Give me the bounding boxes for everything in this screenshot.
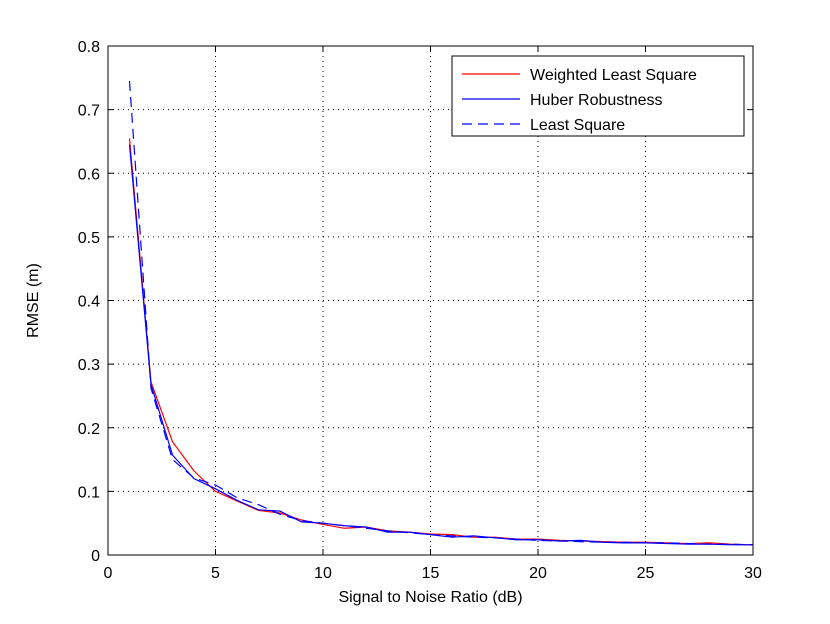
x-tick-label: 5 [211,565,220,582]
legend-label-0: Weighted Least Square [530,67,697,84]
x-tick-label: 10 [314,565,332,582]
x-tick-label: 20 [529,565,547,582]
y-axis-label: RMSE (m) [25,263,42,338]
y-tick-label: 0.8 [78,39,100,56]
y-tick-labels: 0 0.1 0.2 0.3 0.4 0.5 0.6 0.7 0.8 [78,39,100,565]
legend-label-2: Least Square [530,117,625,134]
y-tick-label: 0.5 [78,230,100,247]
x-tick-label: 15 [422,565,440,582]
y-tick-label: 0 [91,548,100,565]
y-tick-label: 0.4 [78,294,100,311]
axis-ticks [107,45,754,556]
x-tick-label: 25 [637,565,655,582]
x-tick-label: 0 [104,565,113,582]
y-tick-label: 0.3 [78,357,100,374]
series-line-1 [128,144,753,546]
series-line-0 [128,138,754,546]
y-tick-label: 0.1 [78,484,100,501]
legend-label-1: Huber Robustness [530,92,663,109]
series-line-2 [128,80,754,546]
x-tick-label: 30 [744,565,762,582]
series-lines [128,80,754,546]
y-tick-label: 0.6 [78,166,100,183]
x-tick-labels: 0 5 10 15 20 25 30 [104,565,762,582]
y-tick-label: 0.7 [78,103,100,120]
x-axis-label: Signal to Noise Ratio (dB) [338,589,522,606]
legend: Weighted Least Square Huber Robustness Lea… [451,55,745,137]
y-tick-label: 0.2 [78,421,100,438]
legend-box [451,55,745,137]
